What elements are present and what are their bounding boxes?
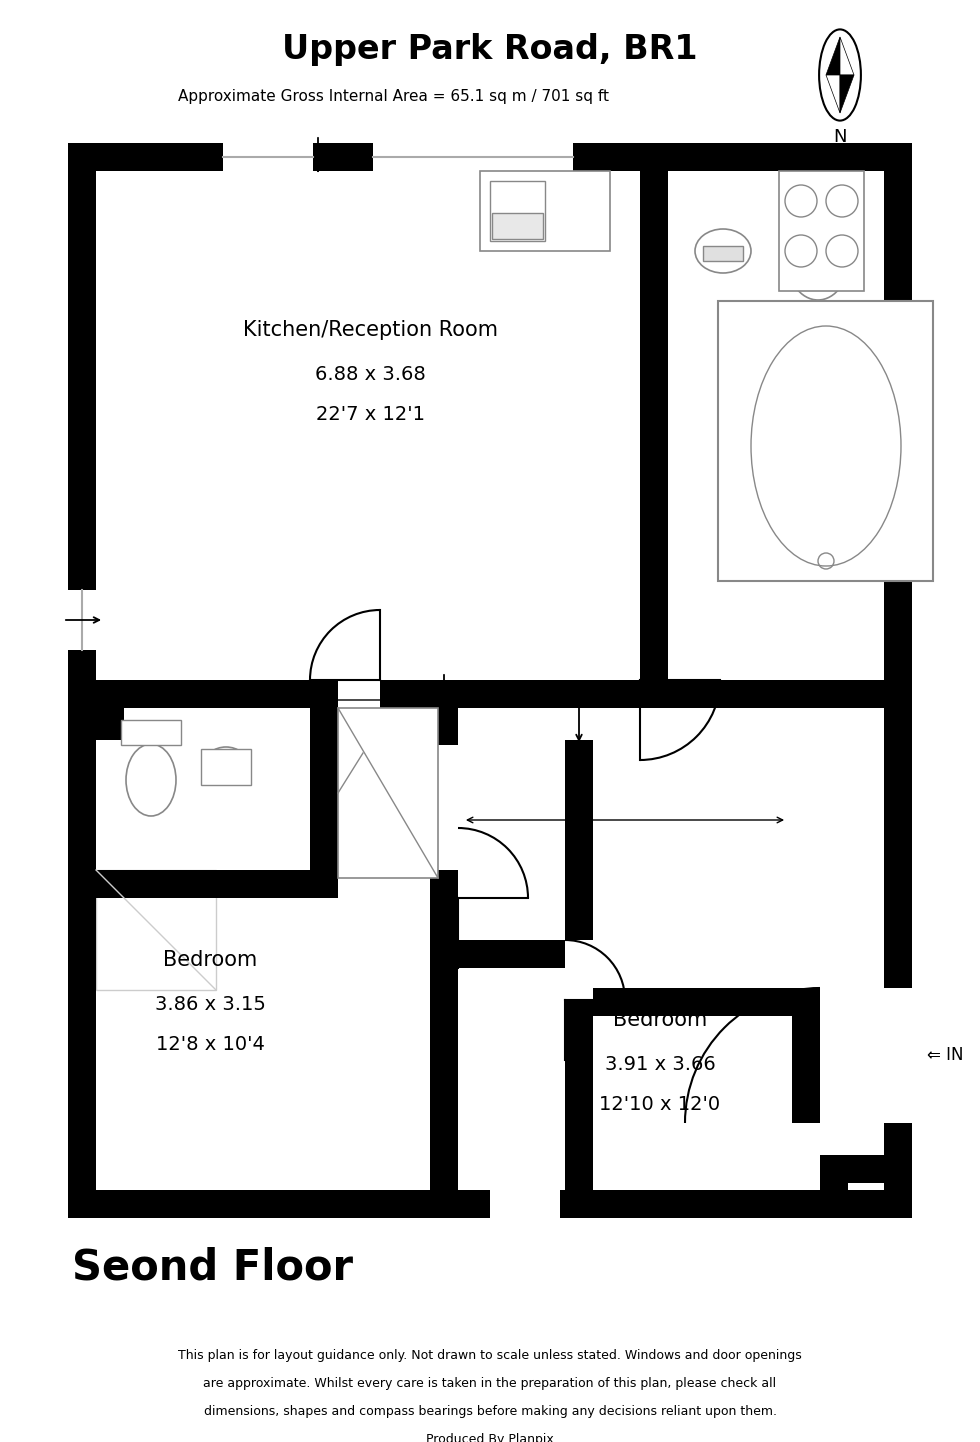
Bar (640, 143, 668, 708)
Polygon shape (840, 37, 854, 75)
Ellipse shape (204, 747, 248, 783)
Bar (492, 213, 543, 239)
Circle shape (826, 235, 858, 267)
Bar (223, 143, 313, 172)
Text: dimensions, shapes and compass bearings before making any decisions reliant upon: dimensions, shapes and compass bearings … (204, 1405, 776, 1417)
Text: Upper Park Road, BR1: Upper Park Road, BR1 (282, 33, 698, 66)
Circle shape (826, 185, 858, 216)
Bar (338, 708, 438, 878)
Text: 12'10 x 12'0: 12'10 x 12'0 (600, 1096, 720, 1115)
Text: Bedroom: Bedroom (163, 950, 257, 970)
Text: 3.91 x 3.66: 3.91 x 3.66 (605, 1056, 715, 1074)
Bar (121, 720, 181, 746)
Text: Kitchen/Reception Room: Kitchen/Reception Room (242, 320, 498, 340)
Bar (96, 681, 124, 740)
Bar (96, 681, 310, 708)
Bar (884, 143, 912, 988)
Bar (68, 143, 96, 1218)
Bar (820, 1155, 848, 1218)
Bar (458, 940, 565, 968)
Ellipse shape (819, 29, 860, 121)
Text: 22'7 x 12'1: 22'7 x 12'1 (316, 405, 424, 424)
Bar (593, 988, 792, 1017)
Bar (490, 182, 545, 241)
Text: are approximate. Whilst every care is taken in the preparation of this plan, ple: are approximate. Whilst every care is ta… (204, 1377, 776, 1390)
Text: Produced By Planpix: Produced By Planpix (426, 1432, 554, 1442)
Bar (96, 870, 216, 991)
Ellipse shape (695, 229, 751, 273)
Circle shape (785, 185, 817, 216)
Bar (430, 870, 458, 1218)
Bar (565, 999, 593, 1200)
Bar (560, 1190, 820, 1218)
Bar (68, 143, 912, 172)
Bar (718, 301, 933, 581)
Polygon shape (826, 37, 840, 75)
Bar (68, 1190, 490, 1218)
Bar (792, 988, 820, 1123)
Bar (310, 681, 338, 870)
Text: 6.88 x 3.68: 6.88 x 3.68 (315, 365, 425, 385)
Bar (201, 748, 251, 784)
Text: This plan is for layout guidance only. Not drawn to scale unless stated. Windows: This plan is for layout guidance only. N… (178, 1348, 802, 1361)
Bar (565, 1190, 593, 1200)
Bar (96, 870, 338, 898)
Text: N: N (833, 128, 847, 146)
Bar (703, 247, 743, 261)
Text: ⇐ IN: ⇐ IN (927, 1045, 963, 1064)
Bar (480, 172, 610, 251)
Text: 12'8 x 10'4: 12'8 x 10'4 (156, 1035, 265, 1054)
Text: Seond Floor: Seond Floor (72, 1247, 353, 1289)
Polygon shape (840, 75, 854, 112)
Bar (793, 211, 843, 234)
Bar (668, 681, 884, 708)
Bar (820, 1155, 912, 1182)
Circle shape (785, 235, 817, 267)
Text: 3.86 x 3.15: 3.86 x 3.15 (155, 995, 266, 1015)
Bar (565, 740, 593, 940)
Ellipse shape (786, 212, 850, 300)
Bar (380, 681, 640, 708)
Bar (779, 172, 864, 291)
Bar (68, 590, 96, 650)
Text: Approximate Gross Internal Area = 65.1 sq m / 701 sq ft: Approximate Gross Internal Area = 65.1 s… (177, 89, 609, 104)
Bar (820, 1190, 912, 1218)
Ellipse shape (126, 744, 176, 816)
Text: Bedroom: Bedroom (612, 1009, 708, 1030)
Bar (884, 1123, 912, 1218)
Bar (373, 143, 573, 172)
Bar (430, 681, 458, 746)
Polygon shape (826, 75, 840, 112)
